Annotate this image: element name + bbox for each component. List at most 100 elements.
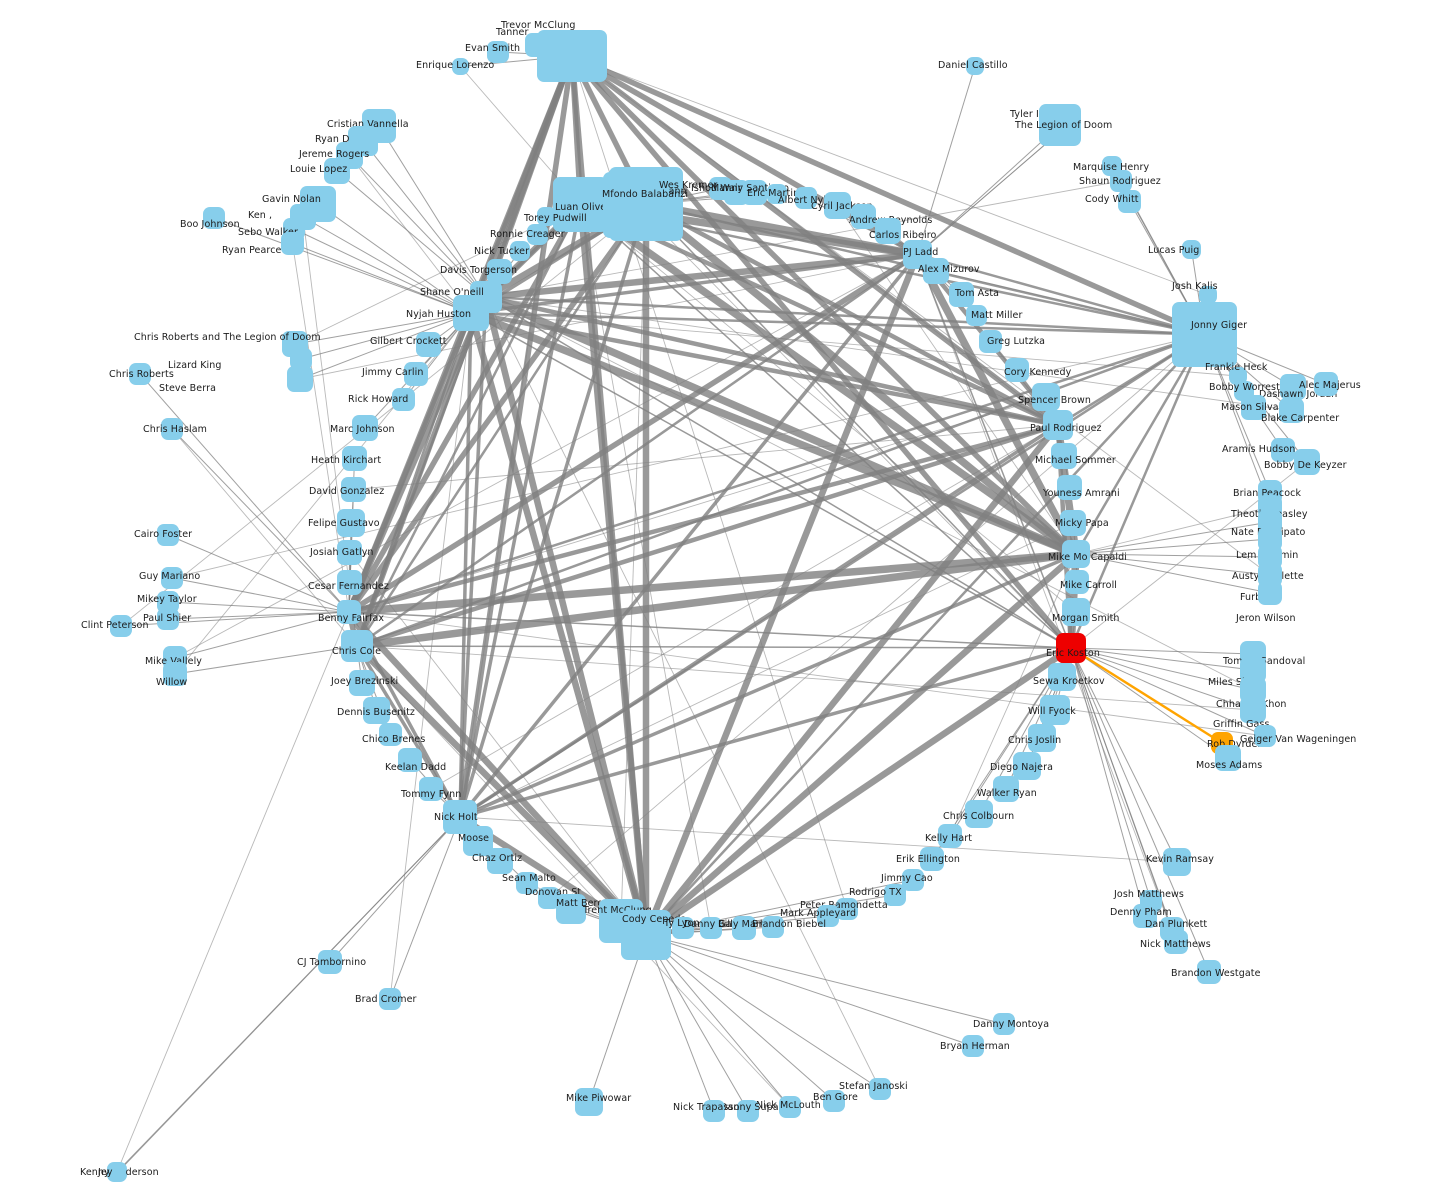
graph-node[interactable] (281, 232, 304, 255)
graph-node[interactable] (938, 824, 962, 848)
graph-node[interactable] (556, 894, 586, 924)
graph-node[interactable] (157, 591, 179, 613)
graph-node[interactable] (603, 172, 669, 238)
graph-node[interactable] (1163, 848, 1191, 876)
graph-node[interactable] (398, 748, 422, 772)
graph-node[interactable] (923, 258, 949, 284)
graph-node[interactable] (404, 362, 428, 386)
graph-node[interactable] (453, 295, 489, 331)
graph-node[interactable] (1057, 475, 1082, 500)
graph-node[interactable] (836, 898, 858, 920)
graph-node[interactable] (337, 600, 361, 624)
graph-node[interactable] (737, 1100, 759, 1122)
graph-node[interactable] (1197, 960, 1221, 984)
graph-node[interactable] (1280, 374, 1306, 400)
graph-node[interactable] (920, 847, 944, 871)
graph-node[interactable] (110, 615, 132, 637)
graph-node[interactable] (949, 282, 974, 307)
graph-node[interactable] (527, 224, 548, 245)
graph-node[interactable] (1240, 697, 1266, 723)
graph-node[interactable] (363, 697, 390, 724)
graph-node[interactable] (379, 988, 401, 1010)
graph-node[interactable] (767, 184, 787, 204)
graph-node[interactable] (1046, 113, 1079, 146)
graph-node[interactable] (110, 1164, 126, 1180)
graph-node[interactable] (575, 1088, 603, 1116)
graph-node[interactable] (318, 950, 342, 974)
graph-node[interactable] (1294, 449, 1320, 475)
graph-node[interactable] (1118, 190, 1141, 213)
graph-node[interactable] (1060, 510, 1086, 536)
graph-node[interactable] (851, 204, 876, 229)
graph-node[interactable] (341, 477, 366, 502)
graph-node[interactable] (157, 524, 179, 546)
graph-node[interactable] (823, 1090, 845, 1112)
graph-node[interactable] (342, 446, 367, 471)
graph-node[interactable] (884, 884, 906, 906)
graph-node[interactable] (817, 905, 839, 927)
graph-node[interactable] (979, 330, 1002, 353)
graph-node[interactable] (525, 33, 549, 57)
graph-node[interactable] (993, 776, 1019, 802)
graph-node[interactable] (161, 567, 183, 589)
graph-node[interactable] (1271, 438, 1295, 462)
graph-node[interactable] (538, 887, 560, 909)
graph-node[interactable] (902, 869, 924, 891)
graph-node[interactable] (1172, 302, 1237, 367)
graph-node[interactable] (1062, 598, 1090, 626)
graph-node[interactable] (487, 848, 513, 874)
graph-node[interactable] (419, 777, 443, 801)
graph-node[interactable] (510, 241, 530, 261)
graph-node[interactable] (1005, 358, 1029, 382)
graph-node[interactable] (1241, 395, 1266, 420)
graph-node[interactable] (553, 177, 608, 232)
graph-node[interactable] (993, 1013, 1015, 1035)
graph-node[interactable] (869, 1078, 891, 1100)
graph-node[interactable] (537, 207, 556, 226)
graph-node[interactable] (1062, 540, 1090, 568)
graph-node[interactable] (1032, 383, 1060, 411)
graph-node[interactable] (621, 910, 671, 960)
graph-node[interactable] (779, 1096, 801, 1118)
graph-node[interactable] (161, 418, 183, 440)
graph-node[interactable] (290, 348, 312, 370)
graph-node[interactable] (379, 723, 402, 746)
graph-node[interactable] (1215, 745, 1241, 771)
graph-node[interactable] (1199, 286, 1217, 304)
graph-node[interactable] (1182, 240, 1201, 259)
graph-node[interactable] (1048, 663, 1076, 691)
graph-node[interactable] (324, 158, 350, 184)
graph-node[interactable] (762, 916, 784, 938)
graph-node[interactable] (452, 58, 469, 75)
graph-node[interactable] (1314, 372, 1338, 396)
graph-node[interactable] (337, 540, 362, 565)
graph-node[interactable] (824, 192, 851, 219)
graph-node[interactable] (965, 800, 993, 828)
graph-node[interactable] (1043, 410, 1073, 440)
graph-node[interactable] (1013, 752, 1041, 780)
graph-node[interactable] (337, 570, 362, 595)
graph-node[interactable] (1279, 398, 1304, 423)
graph-node[interactable] (703, 1100, 725, 1122)
graph-node[interactable] (392, 388, 415, 411)
graph-node[interactable] (1258, 581, 1282, 605)
graph-node[interactable] (352, 415, 378, 441)
graph-node[interactable] (163, 662, 187, 686)
graph-node[interactable] (516, 872, 538, 894)
graph-node[interactable] (487, 41, 509, 63)
graph-node[interactable] (416, 332, 441, 357)
graph-node[interactable] (1133, 904, 1157, 928)
graph-node[interactable] (487, 259, 512, 284)
graph-node[interactable] (966, 305, 987, 326)
graph-node[interactable] (157, 608, 179, 630)
graph-node[interactable] (203, 207, 225, 229)
graph-node[interactable] (795, 187, 817, 209)
graph-node[interactable] (1028, 724, 1056, 752)
graph-node[interactable] (875, 218, 901, 244)
graph-node[interactable] (349, 670, 375, 696)
graph-node[interactable] (742, 180, 767, 205)
graph-node[interactable] (287, 366, 313, 392)
graph-node[interactable] (966, 57, 984, 75)
graph-node[interactable] (1110, 170, 1132, 192)
graph-node[interactable] (1051, 443, 1077, 469)
